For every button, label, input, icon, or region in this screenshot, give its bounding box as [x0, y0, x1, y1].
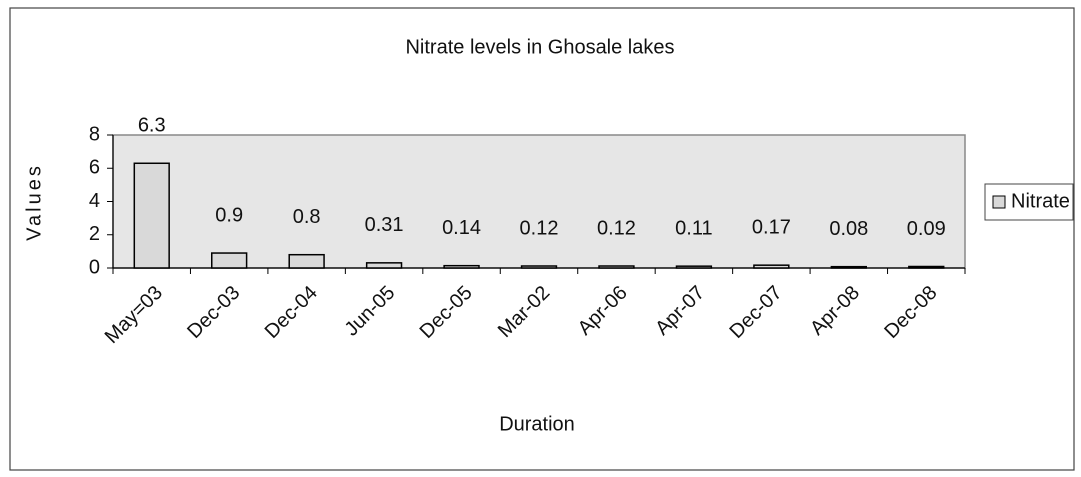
- data-label: 0.11: [675, 217, 712, 239]
- y-tick-label: 4: [89, 190, 100, 212]
- y-axis-label: Values: [23, 163, 45, 241]
- data-label: 0.17: [752, 216, 791, 238]
- data-label: 0.12: [597, 217, 636, 239]
- data-label: 0.31: [365, 214, 404, 236]
- data-label: 0.08: [829, 218, 868, 240]
- data-label: 0.14: [442, 217, 481, 239]
- bar: [443, 264, 480, 269]
- y-tick-label: 2: [89, 223, 100, 245]
- bar: [288, 253, 325, 269]
- chart-title: Nitrate levels in Ghosale lakes: [405, 36, 674, 58]
- bar: [365, 262, 403, 269]
- data-label: 6.3: [138, 115, 166, 137]
- data-label: 0.9: [215, 204, 243, 226]
- bar: [753, 264, 790, 269]
- y-tick-label: 6: [89, 157, 100, 179]
- bar: [598, 265, 635, 269]
- data-label: 0.12: [520, 217, 559, 239]
- legend-swatch: [992, 195, 1006, 209]
- data-label: 0.8: [293, 206, 321, 228]
- data-label: 0.09: [907, 218, 946, 240]
- bar: [520, 265, 558, 269]
- bar: [830, 265, 867, 269]
- x-axis-label: Duration: [499, 413, 575, 435]
- bar: [133, 162, 170, 269]
- bar: [211, 252, 248, 269]
- y-tick-label: 0: [89, 256, 100, 278]
- bar: [675, 265, 713, 269]
- plot-area: [112, 134, 966, 269]
- y-tick-label: 8: [89, 123, 100, 145]
- legend-label: Nitrate: [1011, 190, 1070, 212]
- bar: [908, 265, 945, 269]
